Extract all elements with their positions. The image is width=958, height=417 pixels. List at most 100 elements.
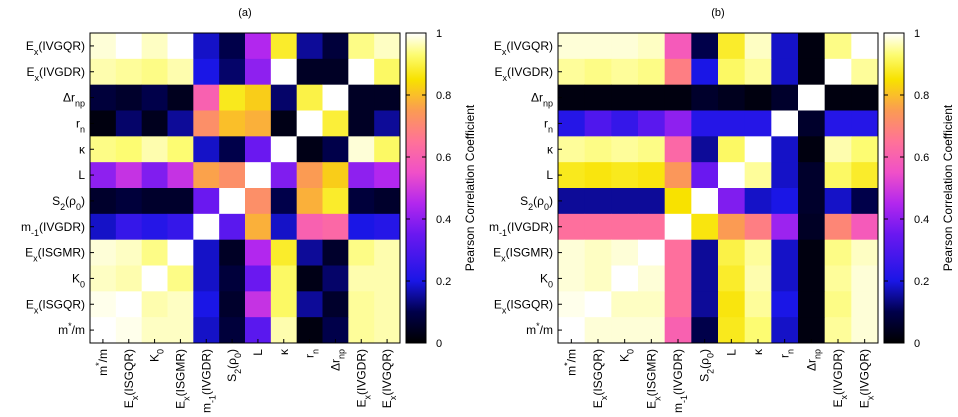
heatmap-cell — [558, 188, 586, 215]
heatmap-cell — [638, 291, 666, 318]
heatmap-cell — [558, 58, 586, 86]
x-tick-label: m*/m — [94, 349, 110, 376]
heatmap-cell — [322, 213, 349, 241]
heatmap-cell — [115, 84, 143, 111]
heatmap-cell — [141, 239, 168, 266]
heatmap-cell — [245, 213, 272, 241]
heatmap-cell — [245, 265, 272, 292]
heatmap-cell — [584, 291, 612, 318]
heatmap-cell — [296, 58, 323, 86]
heatmap-cell — [374, 213, 401, 241]
plot-frame — [557, 32, 879, 344]
heatmap-cell — [771, 265, 799, 292]
heatmap-cell — [374, 33, 401, 60]
heatmap-cell — [167, 291, 194, 318]
heatmap-cell — [824, 84, 852, 111]
heatmap-cell — [141, 265, 168, 292]
heatmap-cell — [115, 162, 143, 189]
heatmap-cell — [611, 265, 639, 292]
y-tick-label: m*/m — [58, 321, 85, 337]
heatmap-cell — [245, 239, 272, 266]
heatmap-cell — [296, 162, 323, 189]
heatmap-cell — [219, 110, 246, 137]
x-tick-label: Ex(ISGQR) — [591, 349, 609, 408]
heatmap-cell — [90, 58, 117, 86]
heatmap-cell — [718, 84, 746, 111]
heatmap-cell — [691, 33, 719, 60]
heatmap-cell — [558, 265, 586, 292]
heatmap-cell — [718, 110, 746, 137]
heatmap-cell — [664, 58, 692, 86]
heatmap-cell — [167, 213, 194, 241]
heatmap-cell — [718, 33, 746, 60]
heatmap-cell — [141, 110, 168, 137]
heatmap-cell — [270, 265, 298, 292]
heatmap-cell — [744, 84, 772, 111]
heatmap-cell — [718, 58, 746, 86]
x-tick-label: K0 — [618, 349, 636, 362]
heatmap-cell — [558, 110, 586, 137]
heatmap-cell — [584, 33, 612, 60]
x-tick-label: κ — [751, 348, 765, 355]
heatmap-cell — [90, 110, 117, 137]
heatmap-cell — [584, 188, 612, 215]
heatmap-cell — [744, 58, 772, 86]
heatmap-cell — [296, 265, 323, 292]
heatmap-cell — [193, 162, 220, 189]
heatmap-cell — [348, 239, 375, 266]
colorbar-tick-label: 0.4 — [914, 214, 929, 226]
heatmap-cell — [771, 162, 799, 189]
heatmap-cell — [744, 136, 772, 163]
heatmap-cell — [219, 188, 246, 215]
heatmap-cell — [771, 188, 799, 215]
heatmap-cell — [584, 265, 612, 292]
heatmap-cell — [584, 84, 612, 111]
heatmap-cell — [90, 291, 117, 318]
heatmap-cell — [771, 136, 799, 163]
heatmap-cell — [167, 58, 194, 86]
heatmap-cell — [193, 188, 220, 215]
heatmap-cell — [771, 33, 799, 60]
heatmap-cell — [167, 136, 194, 163]
heatmap-cell — [90, 33, 117, 60]
y-tick-label: Ex(ISGQR) — [494, 297, 553, 315]
heatmap-cell — [771, 291, 799, 318]
heatmap-cell — [824, 188, 852, 215]
x-tick-label: m*/m — [562, 349, 578, 376]
x-tick-label: Ex(IVGDR) — [354, 349, 372, 408]
heatmap-cell — [584, 136, 612, 163]
y-tick-label: Ex(ISGQR) — [26, 297, 85, 315]
heatmap-cell — [718, 291, 746, 318]
heatmap-cell — [141, 213, 168, 241]
heatmap-cell — [611, 188, 639, 215]
heatmap-cell — [558, 239, 586, 266]
heatmap-cell — [798, 188, 826, 215]
heatmap-cell — [798, 265, 826, 292]
heatmap-cell — [348, 84, 375, 111]
heatmap-cell — [611, 291, 639, 318]
heatmap-cell — [824, 213, 852, 241]
heatmap-cell — [691, 291, 719, 318]
x-tick-label: K0 — [148, 349, 166, 362]
heatmap-cell — [691, 110, 719, 137]
heatmap-cell — [115, 110, 143, 137]
heatmap-cell — [219, 239, 246, 266]
heatmap-cell — [193, 291, 220, 318]
heatmap-cell — [691, 213, 719, 241]
heatmap-cell — [718, 188, 746, 215]
heatmap-cell — [771, 58, 799, 86]
panel-title: (b) — [711, 7, 724, 19]
heatmap-cell — [691, 188, 719, 215]
heatmap-cell — [245, 136, 272, 163]
x-tick-label: rn — [303, 349, 321, 358]
heatmap-cell — [851, 188, 879, 215]
y-tick-label: S2(ρ0) — [520, 194, 553, 212]
heatmap-cell — [167, 162, 194, 189]
y-tick-label: S2(ρ0) — [52, 194, 85, 212]
heatmap-cell — [798, 110, 826, 137]
heatmap-cell — [664, 33, 692, 60]
heatmap-cell — [141, 162, 168, 189]
heatmap-cell — [167, 188, 194, 215]
heatmap-cell — [558, 162, 586, 189]
y-tick-label: Ex(IVGQR) — [26, 39, 85, 57]
